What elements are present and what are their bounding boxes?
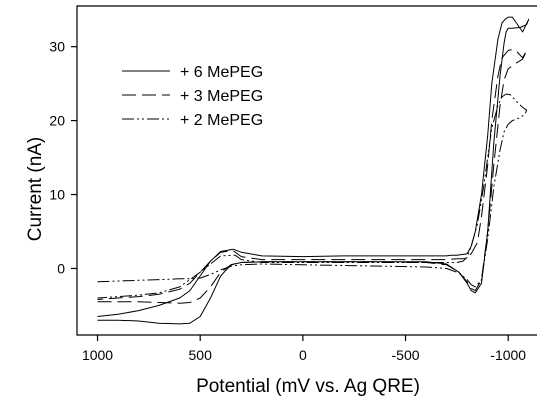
x-tick-label: 1000 <box>82 347 113 363</box>
y-tick-label: 10 <box>49 187 65 203</box>
legend: + 6 MePEG + 3 MePEG + 2 MePEG <box>122 64 263 129</box>
y-tick-label: 20 <box>49 113 65 129</box>
x-tick-label: 0 <box>299 347 307 363</box>
ticks-layer: 1000 500 0 -500 -1000 0 10 20 30 <box>49 39 526 363</box>
plot-frame <box>76 5 537 336</box>
x-axis-title: Potential (mV vs. Ag QRE) <box>196 376 420 397</box>
plot-border <box>76 5 537 336</box>
series-layer <box>97 16 530 325</box>
y-tick-label: 0 <box>57 260 65 276</box>
series-line-2 <box>97 49 528 304</box>
x-tick-label: -500 <box>392 347 420 363</box>
legend-label-2: + 3 MePEG <box>180 88 263 105</box>
y-tick-label: 30 <box>49 39 65 55</box>
y-axis-title: Current (nA) <box>25 137 46 242</box>
legend-label-1: + 6 MePEG <box>180 64 263 81</box>
x-tick-label: 500 <box>189 347 213 363</box>
series-line-3 <box>97 93 528 299</box>
x-tick-label: -1000 <box>490 347 526 363</box>
legend-label-3: + 2 MePEG <box>180 112 263 129</box>
